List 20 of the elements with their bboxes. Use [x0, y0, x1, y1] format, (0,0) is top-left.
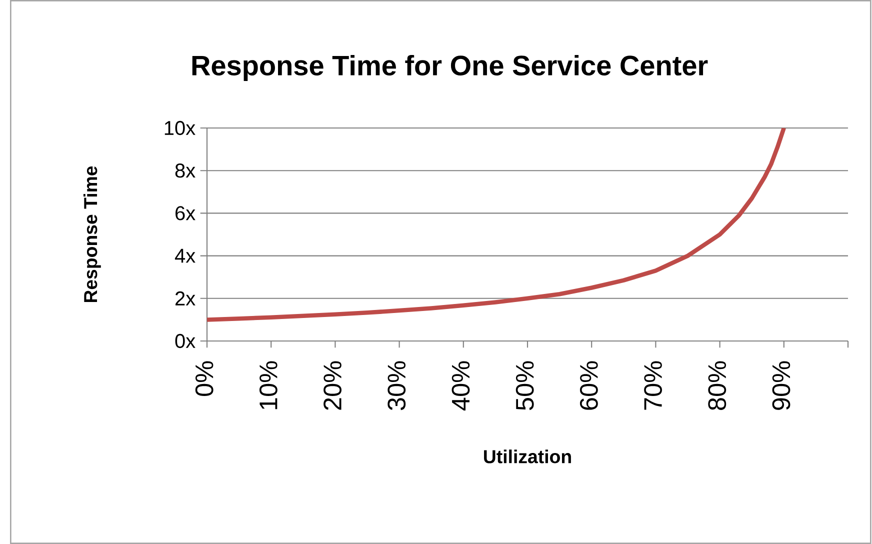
y-tick-label: 8x [175, 164, 196, 178]
x-tick-label: 80% [708, 361, 726, 410]
x-tick-label: 10% [259, 361, 278, 410]
y-tick-label: 10x [164, 120, 196, 136]
x-tick-label: 70% [644, 361, 662, 410]
line-series [207, 128, 786, 322]
x-tick-label: 20% [324, 361, 342, 410]
chart-title: Response Time for One Service Center [192, 54, 708, 82]
x-tick-label: 0% [195, 361, 214, 396]
y-axis-title: Response Time [83, 166, 101, 302]
x-tick-label: 30% [388, 361, 406, 410]
y-tick-label: 0x [175, 334, 196, 348]
x-tick-label: 40% [452, 361, 470, 410]
y-tick-label: 4x [174, 248, 196, 263]
x-tick-label: 50% [516, 361, 534, 410]
y-tick-label: 6x [176, 206, 196, 220]
x-axis-title: Utilization [484, 450, 571, 464]
x-tick-label: 60% [580, 361, 598, 410]
y-tick-label: 2x [176, 291, 196, 306]
x-tick-label: 90% [772, 361, 790, 410]
